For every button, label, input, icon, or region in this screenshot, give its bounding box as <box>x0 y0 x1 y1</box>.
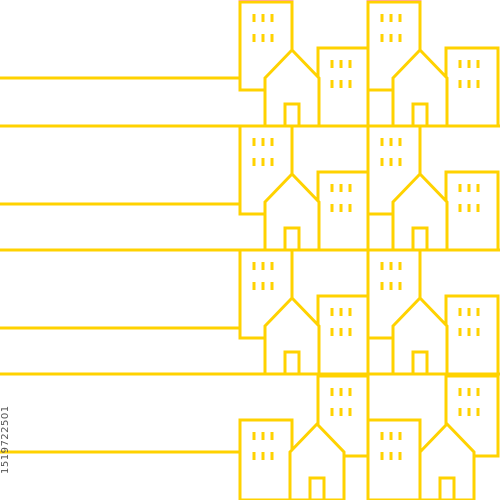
tall-building-icon <box>366 418 422 500</box>
house-icon <box>391 295 449 376</box>
door-icon <box>438 476 456 500</box>
house-icon <box>263 47 321 128</box>
tall-building-icon <box>238 418 294 500</box>
door-icon <box>283 350 301 376</box>
tall-building-icon <box>444 170 500 252</box>
door-icon <box>283 102 301 128</box>
building-group <box>238 0 500 500</box>
house-icon <box>263 295 321 376</box>
tall-building-icon <box>444 46 500 128</box>
door-icon <box>283 226 301 252</box>
tall-building-icon <box>444 294 500 376</box>
house-icon <box>391 171 449 252</box>
house-icon <box>288 421 346 500</box>
door-icon <box>411 350 429 376</box>
door-icon <box>411 226 429 252</box>
house-icon <box>418 421 476 500</box>
house-icon <box>391 47 449 128</box>
house-icon <box>263 171 321 252</box>
tall-building-icon <box>316 170 370 252</box>
door-icon <box>411 102 429 128</box>
tall-building-icon <box>316 46 370 128</box>
tall-building-icon <box>316 294 370 376</box>
door-icon <box>308 476 326 500</box>
stock-image-id: 1519722501 <box>0 405 11 475</box>
